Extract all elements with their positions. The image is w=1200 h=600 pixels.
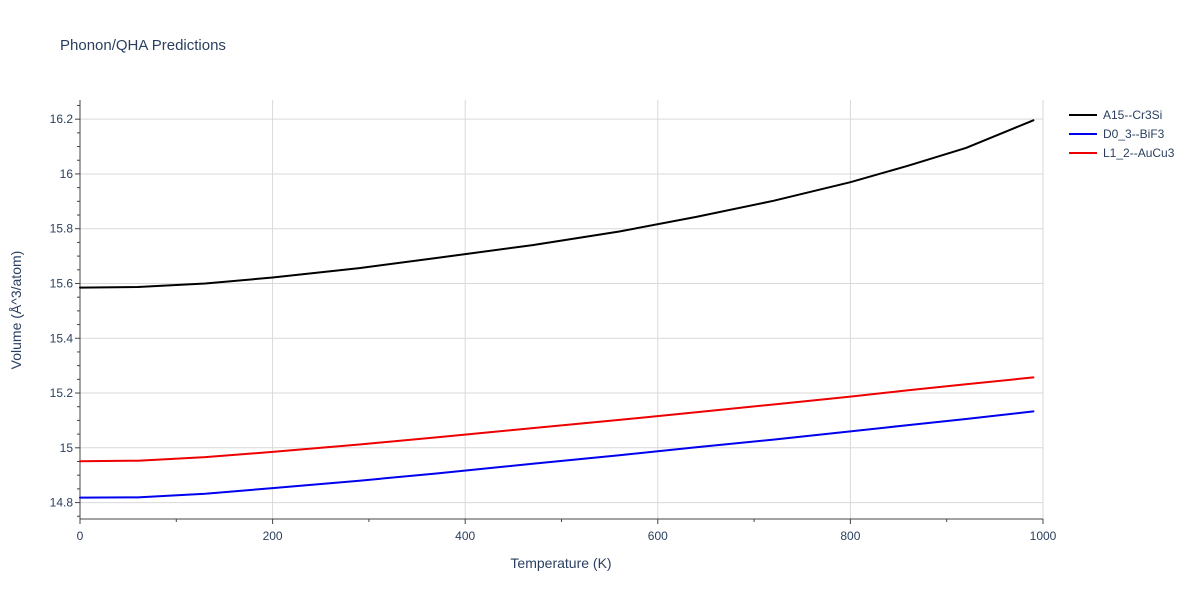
y-tick-label: 15.4 (50, 331, 74, 345)
x-tick-label: 600 (648, 529, 668, 543)
legend-label: A15--Cr3Si (1103, 108, 1162, 122)
series-line (79, 119, 1035, 289)
axes: 0 200 400 600 800 1000 14.8 15 15.2 15.4 15.6 15.8 1… (50, 100, 1057, 543)
series-lines (79, 119, 1035, 499)
x-axis-title: Temperature (K) (510, 555, 611, 571)
y-tick-label: 16.2 (50, 112, 74, 126)
legend-item[interactable]: A15--Cr3Si (1069, 108, 1162, 122)
legend-item[interactable]: D0_3--BiF3 (1069, 127, 1165, 141)
series-line (79, 410, 1035, 499)
y-tick-label: 15 (60, 441, 74, 455)
y-tick-label: 14.8 (50, 496, 74, 510)
series-line (79, 376, 1035, 463)
legend-item[interactable]: L1_2--AuCu3 (1069, 146, 1175, 160)
y-tick-label: 16 (60, 167, 74, 181)
legend[interactable]: A15--Cr3Si D0_3--BiF3 L1_2--AuCu3 (1069, 108, 1175, 160)
grid (80, 100, 1044, 519)
x-tick-label: 0 (77, 529, 84, 543)
y-tick-label: 15.2 (50, 386, 74, 400)
y-tick-label: 15.6 (50, 276, 74, 290)
chart-title: Phonon/QHA Predictions (60, 37, 226, 54)
x-tick-label: 200 (263, 529, 283, 543)
x-tick-label: 800 (840, 529, 860, 543)
x-tick-label: 1000 (1030, 529, 1057, 543)
y-tick-label: 15.8 (50, 222, 74, 236)
legend-label: D0_3--BiF3 (1103, 127, 1165, 141)
legend-label: L1_2--AuCu3 (1103, 146, 1175, 160)
x-tick-label: 400 (455, 529, 475, 543)
y-axis-title: Volume (Å^3/atom) (8, 251, 24, 370)
